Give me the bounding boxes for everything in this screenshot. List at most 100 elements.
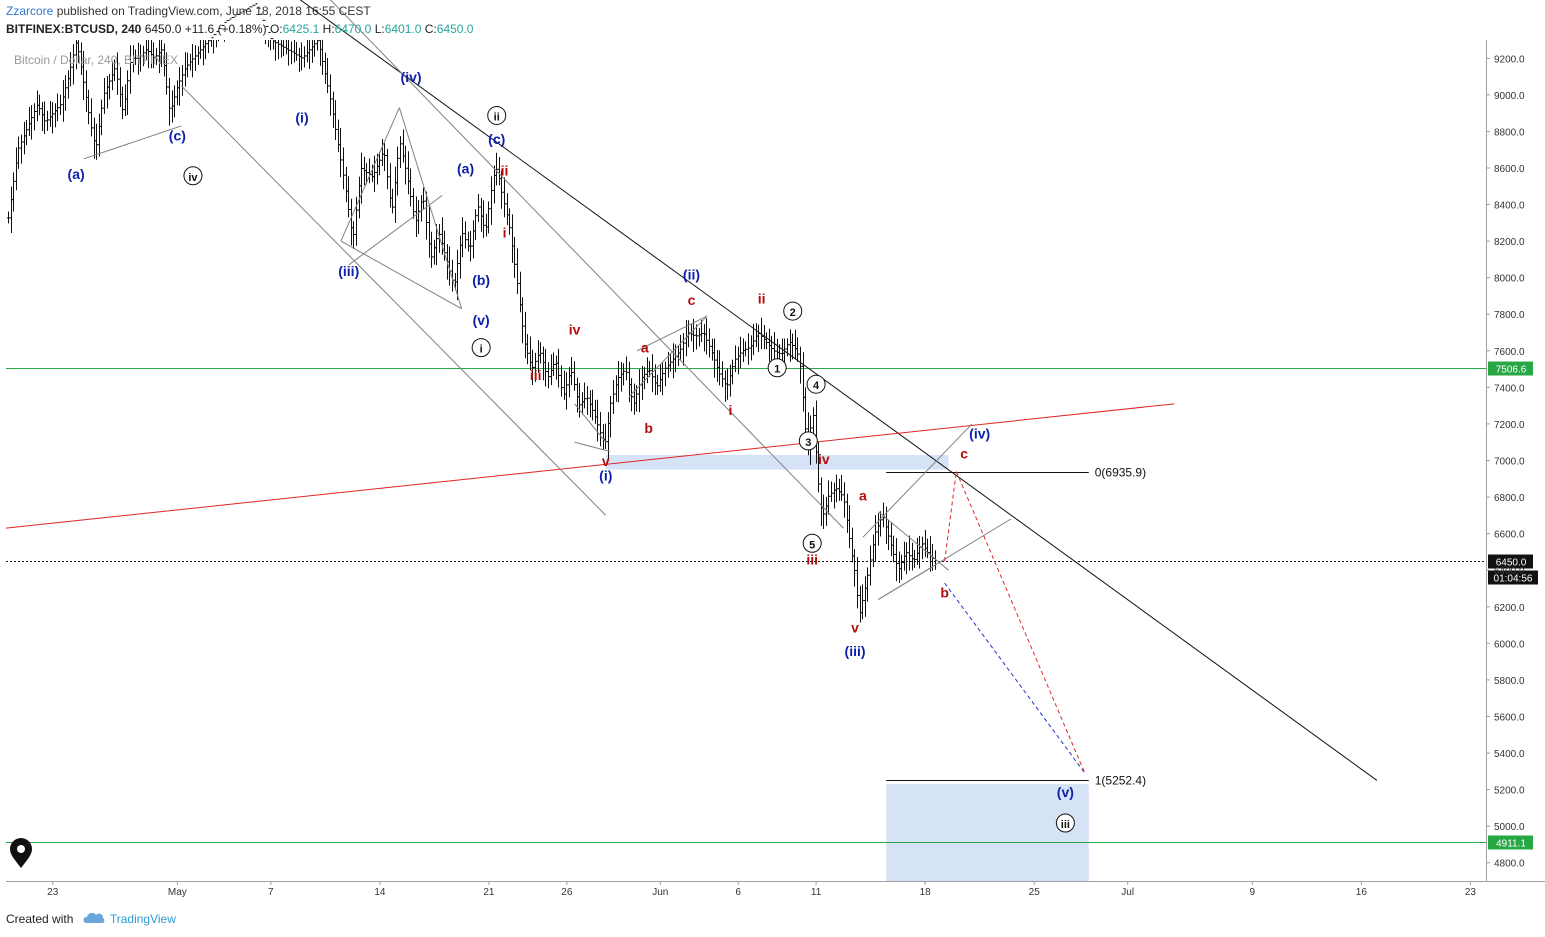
- wave-label: iv: [569, 321, 581, 337]
- publish-text: published on TradingView.com, June 18, 2…: [56, 4, 371, 18]
- wave-label: (ii): [683, 267, 700, 283]
- wave-label: (i): [295, 109, 308, 125]
- trendlines-layer: [5, 0, 1378, 781]
- y-tick-label: 9200.0: [1494, 54, 1525, 65]
- y-tick-label: 6400.0: [1494, 566, 1525, 577]
- red-projection-line: [955, 471, 1086, 774]
- gray-trendline: [628, 315, 708, 397]
- wave-label-circle: [183, 166, 203, 186]
- black-trendline: [299, 0, 1378, 781]
- open-label: O:: [269, 22, 283, 36]
- wave-label-circle: [767, 358, 787, 378]
- wave-label-circle: [1055, 813, 1075, 833]
- gray-trendline: [180, 85, 607, 516]
- wave-label: 3: [805, 437, 811, 449]
- wave-label: (a): [457, 160, 474, 176]
- y-tick-label: 4800.0: [1494, 859, 1525, 870]
- gray-trendline: [340, 107, 400, 242]
- target-zone: [886, 784, 1089, 881]
- wave-label: iv: [818, 451, 830, 467]
- candles-layer: [7, 3, 937, 623]
- wave-label: (c): [488, 131, 505, 147]
- wave-label-circle: [806, 374, 826, 394]
- wave-label: i: [503, 224, 507, 240]
- wave-label: 4: [813, 380, 820, 392]
- y-tick-label: 8000.0: [1494, 274, 1525, 285]
- ohlc-legend: BITFINEX:BTCUSD, 240 6450.0 +11.6 (+0.18…: [6, 22, 473, 37]
- x-tick-label: 7: [268, 887, 274, 898]
- map-pin-icon[interactable]: [10, 838, 32, 868]
- x-tick-label: Jun: [652, 887, 668, 898]
- y-tick-label: 5800.0: [1494, 676, 1525, 687]
- x-tick-label: 21: [483, 887, 495, 898]
- wave-label-circle: [802, 533, 822, 553]
- wave-label: ii: [501, 162, 509, 178]
- wave-label: (v): [473, 312, 490, 328]
- wave-label: ii: [494, 111, 500, 123]
- last-price-badge-text: 6450.0: [1496, 558, 1527, 569]
- gray-trendline: [398, 107, 463, 309]
- y-tick-label: 9000.0: [1494, 91, 1525, 102]
- gray-trendline: [862, 423, 973, 538]
- wave-label: i: [728, 402, 732, 418]
- tradingview-logo[interactable]: TradingView: [83, 912, 176, 926]
- blue-projection-line: [944, 582, 1086, 774]
- wave-label: b: [940, 585, 949, 601]
- wave-label: c: [688, 292, 696, 308]
- x-tick-label: 6: [735, 887, 741, 898]
- y-tick-label: 7000.0: [1494, 457, 1525, 468]
- gray-trendline: [878, 511, 949, 571]
- wave-label: v: [602, 453, 610, 469]
- wave-label: iii: [806, 552, 818, 568]
- wave-label: (v): [1057, 784, 1074, 800]
- last-price: 6450.0: [144, 22, 182, 36]
- red-trendline: [5, 403, 1175, 529]
- y-tick-label: 7800.0: [1494, 310, 1525, 321]
- y-tick-label: 6200.0: [1494, 603, 1525, 614]
- cloud-icon: [83, 912, 105, 923]
- price-level-badge-text: 4911.1: [1496, 839, 1526, 850]
- y-tick-label: 6000.0: [1494, 639, 1525, 650]
- x-tick-label: 25: [1029, 887, 1041, 898]
- y-tick-label: 5400.0: [1494, 749, 1525, 760]
- wave-label-circle: [471, 338, 491, 358]
- gray-trendline: [83, 125, 182, 160]
- axes-layer: 7506.64911.16450.001:04:564800.05000.052…: [6, 40, 1545, 898]
- wave-label: ii: [758, 290, 766, 306]
- fib-level-label: 1(5252.4): [1095, 774, 1146, 788]
- wave-label: a: [859, 488, 867, 504]
- wave-label: iii: [1061, 819, 1070, 831]
- price-level-badge: [1488, 361, 1533, 376]
- author-link[interactable]: Zzarcore: [6, 4, 54, 18]
- close-value: 6450.0: [436, 22, 474, 36]
- wave-label: (iii): [845, 643, 866, 659]
- wave-label-circle: [798, 431, 818, 451]
- symbol-label[interactable]: BITFINEX:BTCUSD, 240: [6, 22, 142, 36]
- wave-label: 1: [774, 364, 780, 376]
- last-price-badge: [1488, 554, 1533, 569]
- close-label: C:: [424, 22, 437, 36]
- tradingview-brand-text: TradingView: [109, 912, 176, 926]
- price-level-badge: [1488, 835, 1533, 850]
- created-with-text: Created with: [6, 912, 74, 926]
- publish-header: Zzarcore published on TradingView.com, J…: [6, 4, 371, 19]
- wave-label: 5: [809, 539, 815, 551]
- wave-label: c: [960, 446, 968, 462]
- wave-label: (iv): [401, 69, 422, 85]
- x-tick-label: 9: [1250, 887, 1256, 898]
- wave-label: i: [480, 344, 483, 356]
- low-label: L:: [374, 22, 385, 36]
- levels-layer: 0(6935.9) 1(5252.4): [6, 368, 1486, 843]
- high-value: 6470.0: [334, 22, 372, 36]
- target-zone: [605, 455, 949, 470]
- wave-label: iii: [530, 367, 542, 383]
- x-tick-label: 23: [1465, 887, 1477, 898]
- wave-label: 2: [790, 307, 796, 319]
- price-change: +11.6 (+0.18%): [184, 22, 267, 36]
- gray-trendline: [878, 566, 934, 600]
- y-tick-label: 8200.0: [1494, 237, 1525, 248]
- gray-trendline: [574, 441, 610, 452]
- y-tick-label: 8800.0: [1494, 127, 1525, 138]
- wave-label: (iv): [969, 426, 990, 442]
